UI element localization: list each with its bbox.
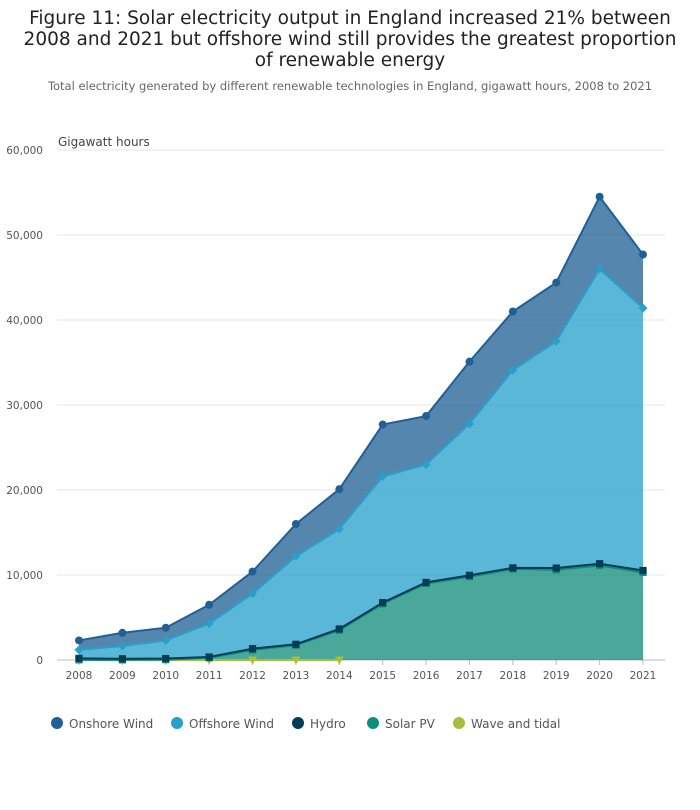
point-hydro <box>465 571 474 579</box>
y-tick-label: 0 <box>36 655 43 667</box>
y-tick-label: 20,000 <box>6 485 43 497</box>
point-offshore-wind <box>334 524 344 534</box>
point-hydro <box>118 655 126 663</box>
x-tick-label: 2017 <box>456 670 483 682</box>
point-onshore-wind <box>465 357 474 366</box>
point-offshore-wind <box>378 471 388 481</box>
point-offshore-wind <box>551 336 561 346</box>
point-hydro <box>509 564 517 572</box>
point-onshore-wind <box>248 567 257 576</box>
legend-label-wave-and-tidal: Wave and tidal <box>471 717 560 731</box>
legend-label-onshore-wind: Onshore Wind <box>69 717 153 731</box>
point-hydro <box>292 640 300 648</box>
y-tick-label: 60,000 <box>6 145 43 157</box>
point-hydro <box>75 654 83 662</box>
point-offshore-wind <box>464 419 474 429</box>
point-offshore-wind <box>595 264 605 274</box>
legend-swatch-onshore-wind <box>51 717 63 729</box>
legend-swatch-wave-and-tidal <box>453 717 465 729</box>
point-offshore-wind <box>291 551 301 561</box>
point-onshore-wind <box>161 623 170 632</box>
point-onshore-wind <box>291 520 300 528</box>
line-offshore-wind <box>78 267 644 651</box>
x-tick-label: 2013 <box>283 670 310 682</box>
x-tick-label: 2014 <box>326 670 353 682</box>
point-wave-and-tidal <box>248 656 258 665</box>
point-hydro <box>639 566 647 575</box>
point-hydro <box>205 653 213 661</box>
point-offshore-wind <box>638 303 648 313</box>
point-offshore-wind <box>204 618 214 628</box>
area-offshore-wind <box>79 269 643 659</box>
legend-label-solar-pv: Solar PV <box>385 717 436 731</box>
x-tick-label: 2018 <box>499 670 526 682</box>
x-tick-label: 2010 <box>152 670 179 682</box>
point-onshore-wind <box>552 278 561 287</box>
point-onshore-wind <box>378 420 387 429</box>
point-offshore-wind <box>421 460 431 469</box>
point-hydro <box>552 564 560 572</box>
x-tick-label: 2020 <box>586 670 613 682</box>
point-wave-and-tidal <box>334 656 344 665</box>
legend-label-hydro: Hydro <box>310 717 346 731</box>
point-onshore-wind <box>118 628 127 637</box>
point-onshore-wind <box>75 636 83 645</box>
point-hydro <box>335 625 343 633</box>
x-tick-label: 2012 <box>239 670 266 682</box>
point-hydro <box>422 578 430 586</box>
point-offshore-wind <box>248 589 258 599</box>
y-axis-label: Gigawatt hours <box>58 135 150 149</box>
chart-subtitle: Total electricity generated by different… <box>47 79 653 93</box>
y-tick-label: 40,000 <box>6 315 43 327</box>
x-tick-label: 2016 <box>413 670 440 682</box>
point-offshore-wind <box>117 641 127 651</box>
point-onshore-wind <box>205 600 214 609</box>
line-hydro <box>78 562 644 660</box>
point-wave-and-tidal <box>291 656 301 665</box>
legend-swatch-solar-pv <box>367 717 379 729</box>
point-hydro <box>248 645 257 653</box>
line-onshore-wind <box>78 194 644 642</box>
legend-swatch-hydro <box>292 717 304 729</box>
line-solar-pv <box>78 564 644 661</box>
point-onshore-wind <box>508 307 517 316</box>
point-hydro <box>379 599 387 607</box>
legend-label-offshore-wind: Offshore Wind <box>189 717 274 731</box>
area-solar-pv <box>79 565 643 660</box>
y-tick-label: 50,000 <box>6 230 43 242</box>
x-tick-label: 2019 <box>543 670 570 682</box>
point-offshore-wind <box>508 365 518 375</box>
point-onshore-wind <box>595 192 604 201</box>
point-onshore-wind <box>639 250 647 259</box>
point-offshore-wind <box>74 645 84 655</box>
legend-swatch-offshore-wind <box>171 717 183 729</box>
point-onshore-wind <box>422 412 431 421</box>
point-hydro <box>162 654 170 663</box>
x-tick-label: 2021 <box>630 670 657 682</box>
y-tick-label: 30,000 <box>6 400 43 412</box>
point-hydro <box>596 560 604 568</box>
area-onshore-wind <box>79 196 643 650</box>
y-tick-label: 10,000 <box>6 570 43 582</box>
x-tick-label: 2008 <box>66 670 93 682</box>
point-onshore-wind <box>335 485 344 494</box>
chart-title: Figure 11: Solar electricity output in E… <box>23 8 677 71</box>
x-tick-label: 2009 <box>109 670 136 682</box>
x-tick-label: 2015 <box>369 670 396 682</box>
point-offshore-wind <box>161 635 171 645</box>
x-tick-label: 2011 <box>196 670 223 682</box>
